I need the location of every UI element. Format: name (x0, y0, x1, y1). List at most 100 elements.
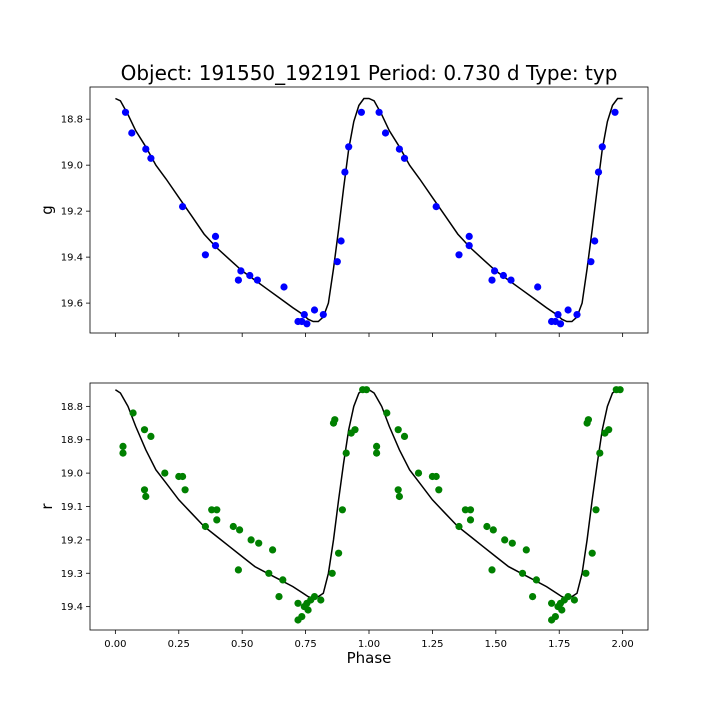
y-tick-label: 19.3 (61, 569, 83, 580)
data-point (432, 472, 440, 481)
data-point (310, 306, 319, 314)
data-point (140, 426, 149, 434)
data-point (455, 522, 463, 531)
data-point (491, 267, 499, 275)
data-point (201, 251, 209, 259)
plot-frame (89, 86, 649, 334)
model-curve (115, 97, 623, 323)
data-point (328, 569, 336, 577)
y-tick-label: 19.4 (61, 253, 83, 264)
data-point (488, 276, 496, 284)
data-point (395, 492, 403, 501)
data-point (518, 569, 527, 577)
data-point (142, 145, 150, 153)
data-point (280, 283, 288, 291)
y-tick-label: 18.9 (61, 435, 83, 446)
data-point (582, 569, 590, 577)
x-tick-label: 0.75 (294, 639, 316, 650)
r-band-panel: 18.8 18.9 19.0 19.1 19.2 19.3 19.4 0.00 0.25 0.50… (38, 382, 649, 650)
data-point (140, 486, 149, 494)
data-point (147, 432, 155, 440)
y-tick-label: 19.2 (61, 535, 83, 546)
x-tick-label: 1.75 (548, 639, 570, 650)
data-point (337, 237, 345, 245)
data-point (265, 569, 273, 577)
chart-title: Object: 191550_192191 Period: 0.730 d Ty… (121, 61, 618, 85)
data-point (253, 276, 261, 284)
data-point (455, 251, 463, 259)
data-point (489, 526, 497, 534)
data-point (587, 258, 595, 266)
data-point (564, 593, 572, 601)
data-point (461, 506, 469, 514)
data-point (532, 576, 541, 584)
data-point (208, 506, 216, 514)
y-tick-label: 19.0 (61, 469, 83, 480)
data-point (435, 486, 443, 494)
data-point (279, 576, 287, 584)
y-tick-label: 19.4 (61, 602, 83, 613)
data-point (414, 469, 423, 477)
data-point (395, 145, 403, 153)
y-tick-label: 19.1 (61, 502, 83, 513)
data-point (304, 606, 312, 614)
data-point (570, 596, 579, 604)
data-point (508, 539, 516, 547)
y-tick-label: 19.2 (61, 207, 83, 218)
data-point (554, 311, 562, 319)
data-point (213, 516, 221, 524)
data-point (246, 271, 254, 280)
x-tick-label: 0.00 (104, 639, 126, 650)
data-point (181, 486, 189, 494)
data-point (465, 242, 473, 250)
data-point (548, 599, 556, 607)
data-point (234, 566, 242, 574)
data-point (147, 154, 155, 162)
data-point (499, 271, 507, 280)
x-tick-label: 0.50 (231, 639, 253, 650)
data-point (362, 386, 371, 394)
data-point (394, 426, 402, 434)
data-point (300, 311, 308, 319)
data-point (310, 593, 319, 601)
data-point (179, 203, 187, 211)
x-tick-label: 1.25 (421, 639, 443, 650)
data-point (213, 506, 221, 514)
data-point (596, 449, 604, 457)
y-tick-label: 18.8 (61, 402, 83, 413)
data-point (298, 613, 306, 621)
data-point (161, 469, 169, 477)
data-point (594, 168, 603, 176)
data-point (119, 442, 127, 450)
data-point (342, 449, 350, 457)
data-point (501, 536, 509, 544)
data-point (383, 409, 391, 417)
data-point (129, 409, 137, 417)
data-point (432, 203, 440, 211)
data-point (588, 549, 596, 557)
data-point (319, 311, 327, 319)
data-point (611, 108, 619, 116)
data-point (234, 276, 242, 284)
x-tick-label: 1.50 (485, 639, 507, 650)
data-point (584, 416, 593, 424)
data-point (179, 472, 187, 481)
data-point (466, 516, 475, 524)
data-point (247, 536, 255, 544)
data-point (331, 416, 339, 424)
data-point (338, 506, 346, 514)
data-point (341, 168, 349, 176)
data-point (303, 320, 311, 328)
model-curve (114, 388, 623, 600)
data-point (255, 539, 263, 547)
data-point (294, 599, 302, 607)
data-point (507, 276, 515, 284)
data-point (394, 486, 402, 494)
x-tick-label: 0.25 (168, 639, 190, 650)
data-point (211, 242, 220, 250)
data-point (400, 432, 409, 440)
x-tick-label: 1.00 (358, 639, 380, 650)
data-point (400, 154, 409, 162)
data-point (236, 526, 244, 534)
